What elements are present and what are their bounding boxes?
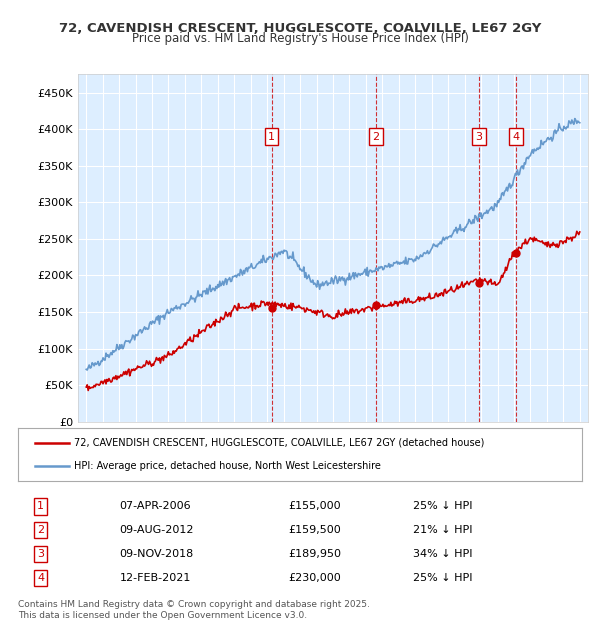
Text: 3: 3 (475, 131, 482, 141)
Text: £159,500: £159,500 (289, 525, 341, 535)
Text: 21% ↓ HPI: 21% ↓ HPI (413, 525, 472, 535)
Text: 2: 2 (373, 131, 380, 141)
Text: 34% ↓ HPI: 34% ↓ HPI (413, 549, 472, 559)
Text: 72, CAVENDISH CRESCENT, HUGGLESCOTE, COALVILLE, LE67 2GY (detached house): 72, CAVENDISH CRESCENT, HUGGLESCOTE, COA… (74, 438, 485, 448)
Text: 72, CAVENDISH CRESCENT, HUGGLESCOTE, COALVILLE, LE67 2GY: 72, CAVENDISH CRESCENT, HUGGLESCOTE, COA… (59, 22, 541, 35)
Text: 09-NOV-2018: 09-NOV-2018 (119, 549, 194, 559)
Text: 2: 2 (37, 525, 44, 535)
Text: 09-AUG-2012: 09-AUG-2012 (119, 525, 194, 535)
Text: Price paid vs. HM Land Registry's House Price Index (HPI): Price paid vs. HM Land Registry's House … (131, 32, 469, 45)
Text: 1: 1 (37, 501, 44, 512)
Text: 3: 3 (37, 549, 44, 559)
Text: 4: 4 (512, 131, 520, 141)
Text: £230,000: £230,000 (289, 573, 341, 583)
Text: 1: 1 (268, 131, 275, 141)
Text: 4: 4 (37, 573, 44, 583)
Text: 25% ↓ HPI: 25% ↓ HPI (413, 501, 472, 512)
Text: HPI: Average price, detached house, North West Leicestershire: HPI: Average price, detached house, Nort… (74, 461, 381, 471)
Text: 25% ↓ HPI: 25% ↓ HPI (413, 573, 472, 583)
Text: £155,000: £155,000 (289, 501, 341, 512)
Text: £189,950: £189,950 (289, 549, 342, 559)
Text: 12-FEB-2021: 12-FEB-2021 (119, 573, 191, 583)
Text: 07-APR-2006: 07-APR-2006 (119, 501, 191, 512)
Text: Contains HM Land Registry data © Crown copyright and database right 2025.
This d: Contains HM Land Registry data © Crown c… (18, 600, 370, 619)
